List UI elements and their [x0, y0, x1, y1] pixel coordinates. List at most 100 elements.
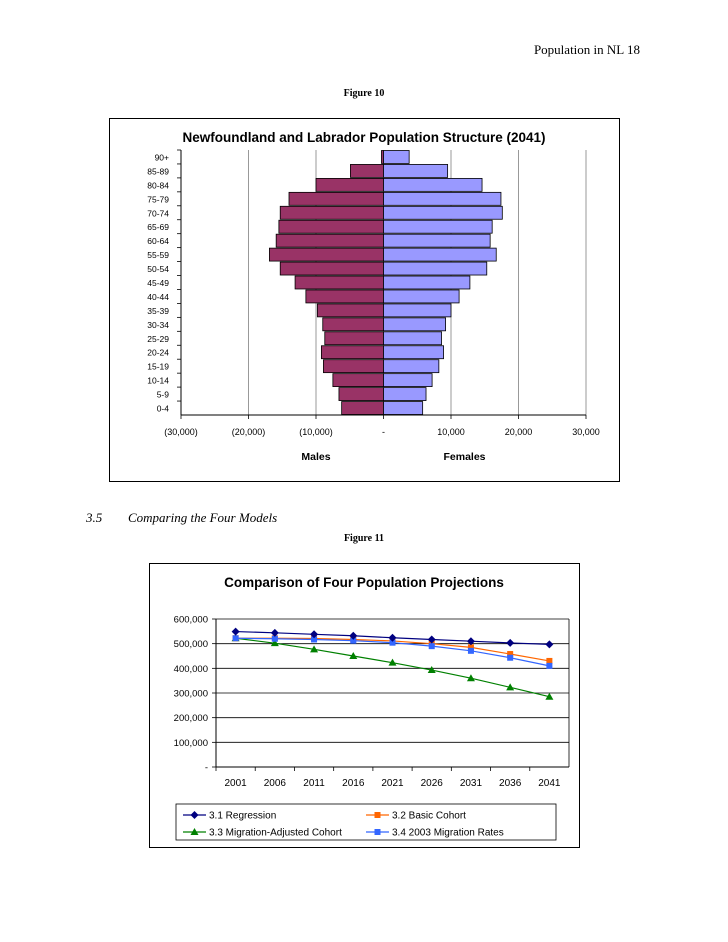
data-point: [270, 628, 279, 637]
data-point: [506, 638, 515, 647]
female-bar: [383, 345, 444, 360]
legend-marker: [374, 812, 381, 818]
male-bar: [269, 247, 384, 262]
x-tick-label: (10,000): [299, 427, 333, 437]
data-point: [467, 644, 474, 651]
female-bar: [383, 150, 410, 164]
female-bar: [383, 177, 483, 192]
data-point: [467, 647, 474, 654]
age-group-label: 50-54: [147, 264, 169, 274]
age-group-label: 15-19: [147, 362, 169, 372]
male-bar: [288, 191, 384, 206]
x-tick-label: 2011: [303, 778, 325, 789]
female-bar: [383, 401, 424, 415]
legend-marker: [190, 828, 199, 835]
x-tick-label: 2031: [460, 778, 483, 789]
legend-box: [175, 803, 557, 841]
section-title: Comparing the Four Models: [128, 510, 278, 525]
section-heading: 3.5 Comparing the Four Models: [86, 510, 277, 526]
data-point: [427, 666, 436, 674]
age-group-label: 5-9: [157, 390, 170, 400]
pyramid-chart: Newfoundland and Labrador Population Str…: [109, 118, 620, 482]
female-bar: [383, 261, 488, 276]
female-bar: [383, 205, 503, 220]
data-point: [546, 662, 553, 669]
legend-marker: [190, 811, 199, 819]
male-bar: [323, 359, 384, 374]
x-tick-label: 2041: [538, 778, 561, 789]
female-bar: [383, 303, 452, 318]
pyramid-title: Newfoundland and Labrador Population Str…: [182, 130, 545, 145]
male-bar: [338, 387, 384, 401]
age-group-label: 45-49: [147, 278, 169, 288]
series-line: [235, 637, 550, 698]
data-point: [466, 637, 475, 646]
age-group-label: 35-39: [147, 306, 169, 316]
female-bar: [383, 164, 449, 178]
y-tick-label: 300,000: [174, 689, 208, 700]
x-tick-label: -: [382, 427, 385, 437]
data-point: [545, 692, 554, 700]
age-group-label: 75-79: [147, 194, 169, 204]
female-bar: [383, 387, 427, 401]
age-group-label: 65-69: [147, 222, 169, 232]
x-tick-label: 30,000: [572, 427, 600, 437]
age-group-label: 0-4: [157, 404, 170, 414]
age-group-label: 20-24: [147, 348, 169, 358]
male-bar: [324, 331, 384, 346]
y-tick-label: 100,000: [174, 738, 208, 749]
data-point: [507, 651, 514, 658]
age-group-label: 90+: [155, 152, 169, 162]
y-tick-label: -: [205, 763, 208, 774]
y-tick-label: 600,000: [174, 615, 208, 626]
figure-11-caption: Figure 11: [343, 533, 385, 544]
x-tick-label: (20,000): [232, 427, 266, 437]
males-axis-label: Males: [301, 451, 330, 463]
x-tick-label: 20,000: [505, 427, 533, 437]
legend-label: 3.3 Migration-Adjusted Cohort: [209, 828, 342, 839]
data-point: [350, 637, 357, 644]
data-point: [311, 636, 318, 643]
data-point: [388, 658, 397, 666]
legend-label: 3.2 Basic Cohort: [392, 811, 466, 822]
male-bar: [316, 303, 384, 318]
data-point: [506, 683, 515, 691]
y-tick-label: 400,000: [174, 664, 208, 675]
female-bar: [383, 233, 491, 248]
projection-title: Comparison of Four Population Projection…: [224, 575, 504, 590]
female-bar: [383, 219, 493, 234]
male-bar: [320, 345, 384, 360]
data-point: [349, 631, 358, 640]
data-point: [270, 639, 279, 647]
data-point: [389, 639, 396, 646]
male-bar: [279, 205, 384, 220]
data-point: [546, 657, 553, 664]
male-bar: [294, 275, 384, 290]
age-group-label: 60-64: [147, 236, 169, 246]
age-group-label: 80-84: [147, 180, 169, 190]
age-group-label: 85-89: [147, 166, 169, 176]
section-number: 3.5: [86, 510, 103, 525]
female-bar: [383, 373, 433, 388]
male-bar: [350, 164, 384, 178]
female-bar: [383, 317, 446, 332]
male-bar: [341, 401, 384, 415]
legend-label: 3.4 2003 Migration Rates: [392, 828, 504, 839]
data-point: [310, 645, 319, 653]
data-point: [388, 633, 397, 642]
male-bar: [315, 177, 384, 192]
data-point: [466, 674, 475, 682]
female-bar: [383, 275, 471, 290]
age-group-label: 25-29: [147, 334, 169, 344]
data-point: [545, 640, 554, 649]
data-point: [428, 643, 435, 650]
y-tick-label: 200,000: [174, 713, 208, 724]
figure-10-caption: Figure 10: [343, 88, 385, 99]
legend-marker: [374, 829, 381, 835]
x-tick-label: 2016: [342, 778, 365, 789]
female-bar: [383, 331, 442, 346]
female-bar: [383, 247, 497, 262]
pyramid-svg: Newfoundland and Labrador Population Str…: [147, 130, 600, 463]
female-bar: [383, 359, 440, 374]
data-point: [349, 652, 358, 659]
